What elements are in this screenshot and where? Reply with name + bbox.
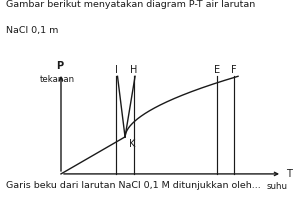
- Text: F: F: [231, 65, 237, 75]
- Text: Gambar berikut menyatakan diagram P-T air larutan: Gambar berikut menyatakan diagram P-T ai…: [6, 0, 255, 9]
- Text: Garis beku dari larutan NaCl 0,1 M ditunjukkan oleh...: Garis beku dari larutan NaCl 0,1 M ditun…: [6, 181, 261, 190]
- Text: P: P: [56, 61, 63, 71]
- Text: H: H: [130, 65, 138, 75]
- Text: I: I: [115, 65, 118, 75]
- Text: E: E: [214, 65, 220, 75]
- Text: NaCl 0,1 m: NaCl 0,1 m: [6, 26, 58, 34]
- Text: tekanan: tekanan: [40, 75, 75, 84]
- Text: T: T: [286, 169, 292, 179]
- Text: suhu: suhu: [266, 182, 288, 191]
- Text: K: K: [129, 139, 135, 149]
